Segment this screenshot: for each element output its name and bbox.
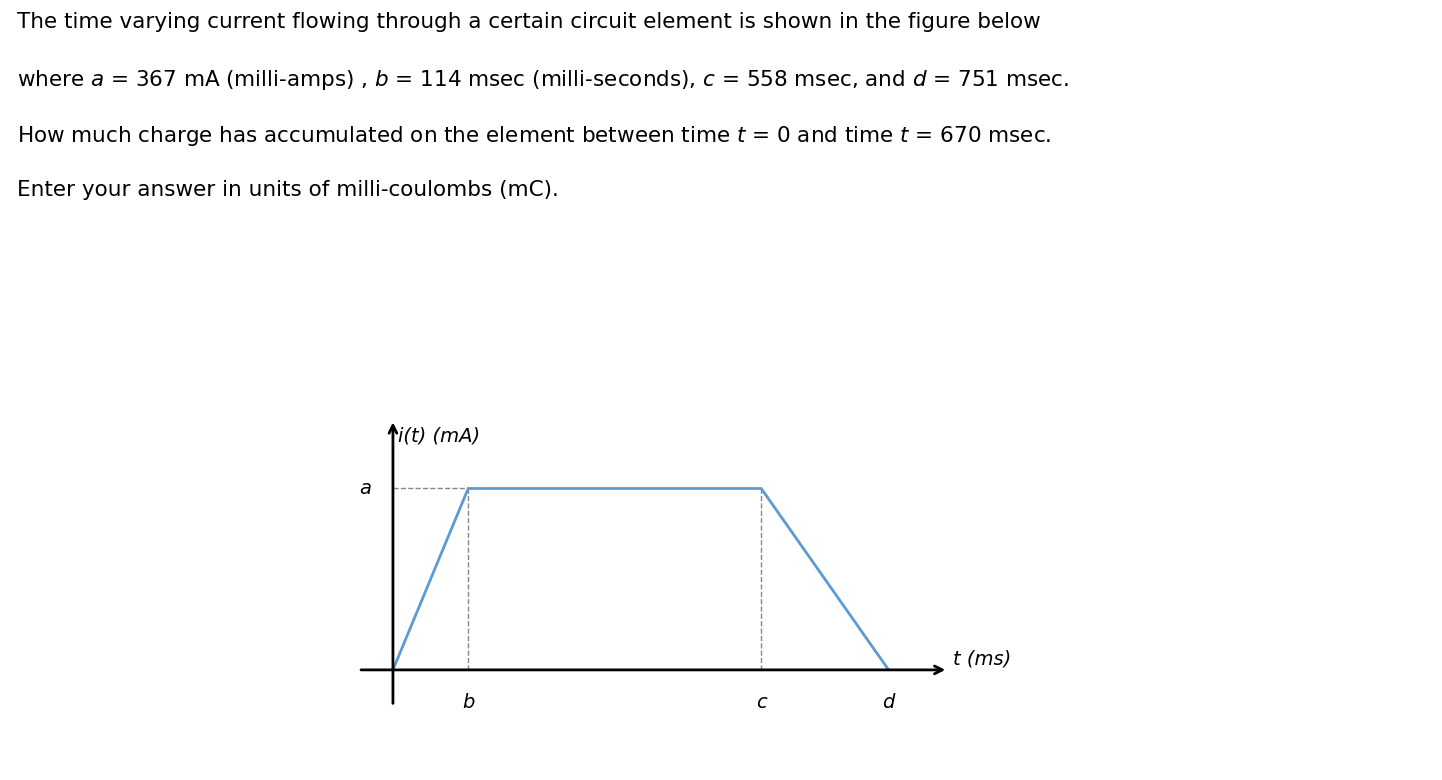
Text: The time varying current flowing through a certain circuit element is shown in t: The time varying current flowing through… [17,12,1041,32]
Text: t (ms): t (ms) [953,650,1011,668]
Text: d: d [883,693,895,712]
Text: a: a [359,479,372,498]
Text: b: b [461,693,474,712]
Text: c: c [756,693,767,712]
Text: Enter your answer in units of milli-coulombs (mC).: Enter your answer in units of milli-coul… [17,180,559,200]
Text: How much charge has accumulated on the element between time $t$ = 0 and time $t$: How much charge has accumulated on the e… [17,124,1051,148]
Text: where $a$ = 367 mA (milli-amps) , $b$ = 114 msec (milli-seconds), $c$ = 558 msec: where $a$ = 367 mA (milli-amps) , $b$ = … [17,68,1070,92]
Text: i(t) (mA): i(t) (mA) [398,427,480,446]
